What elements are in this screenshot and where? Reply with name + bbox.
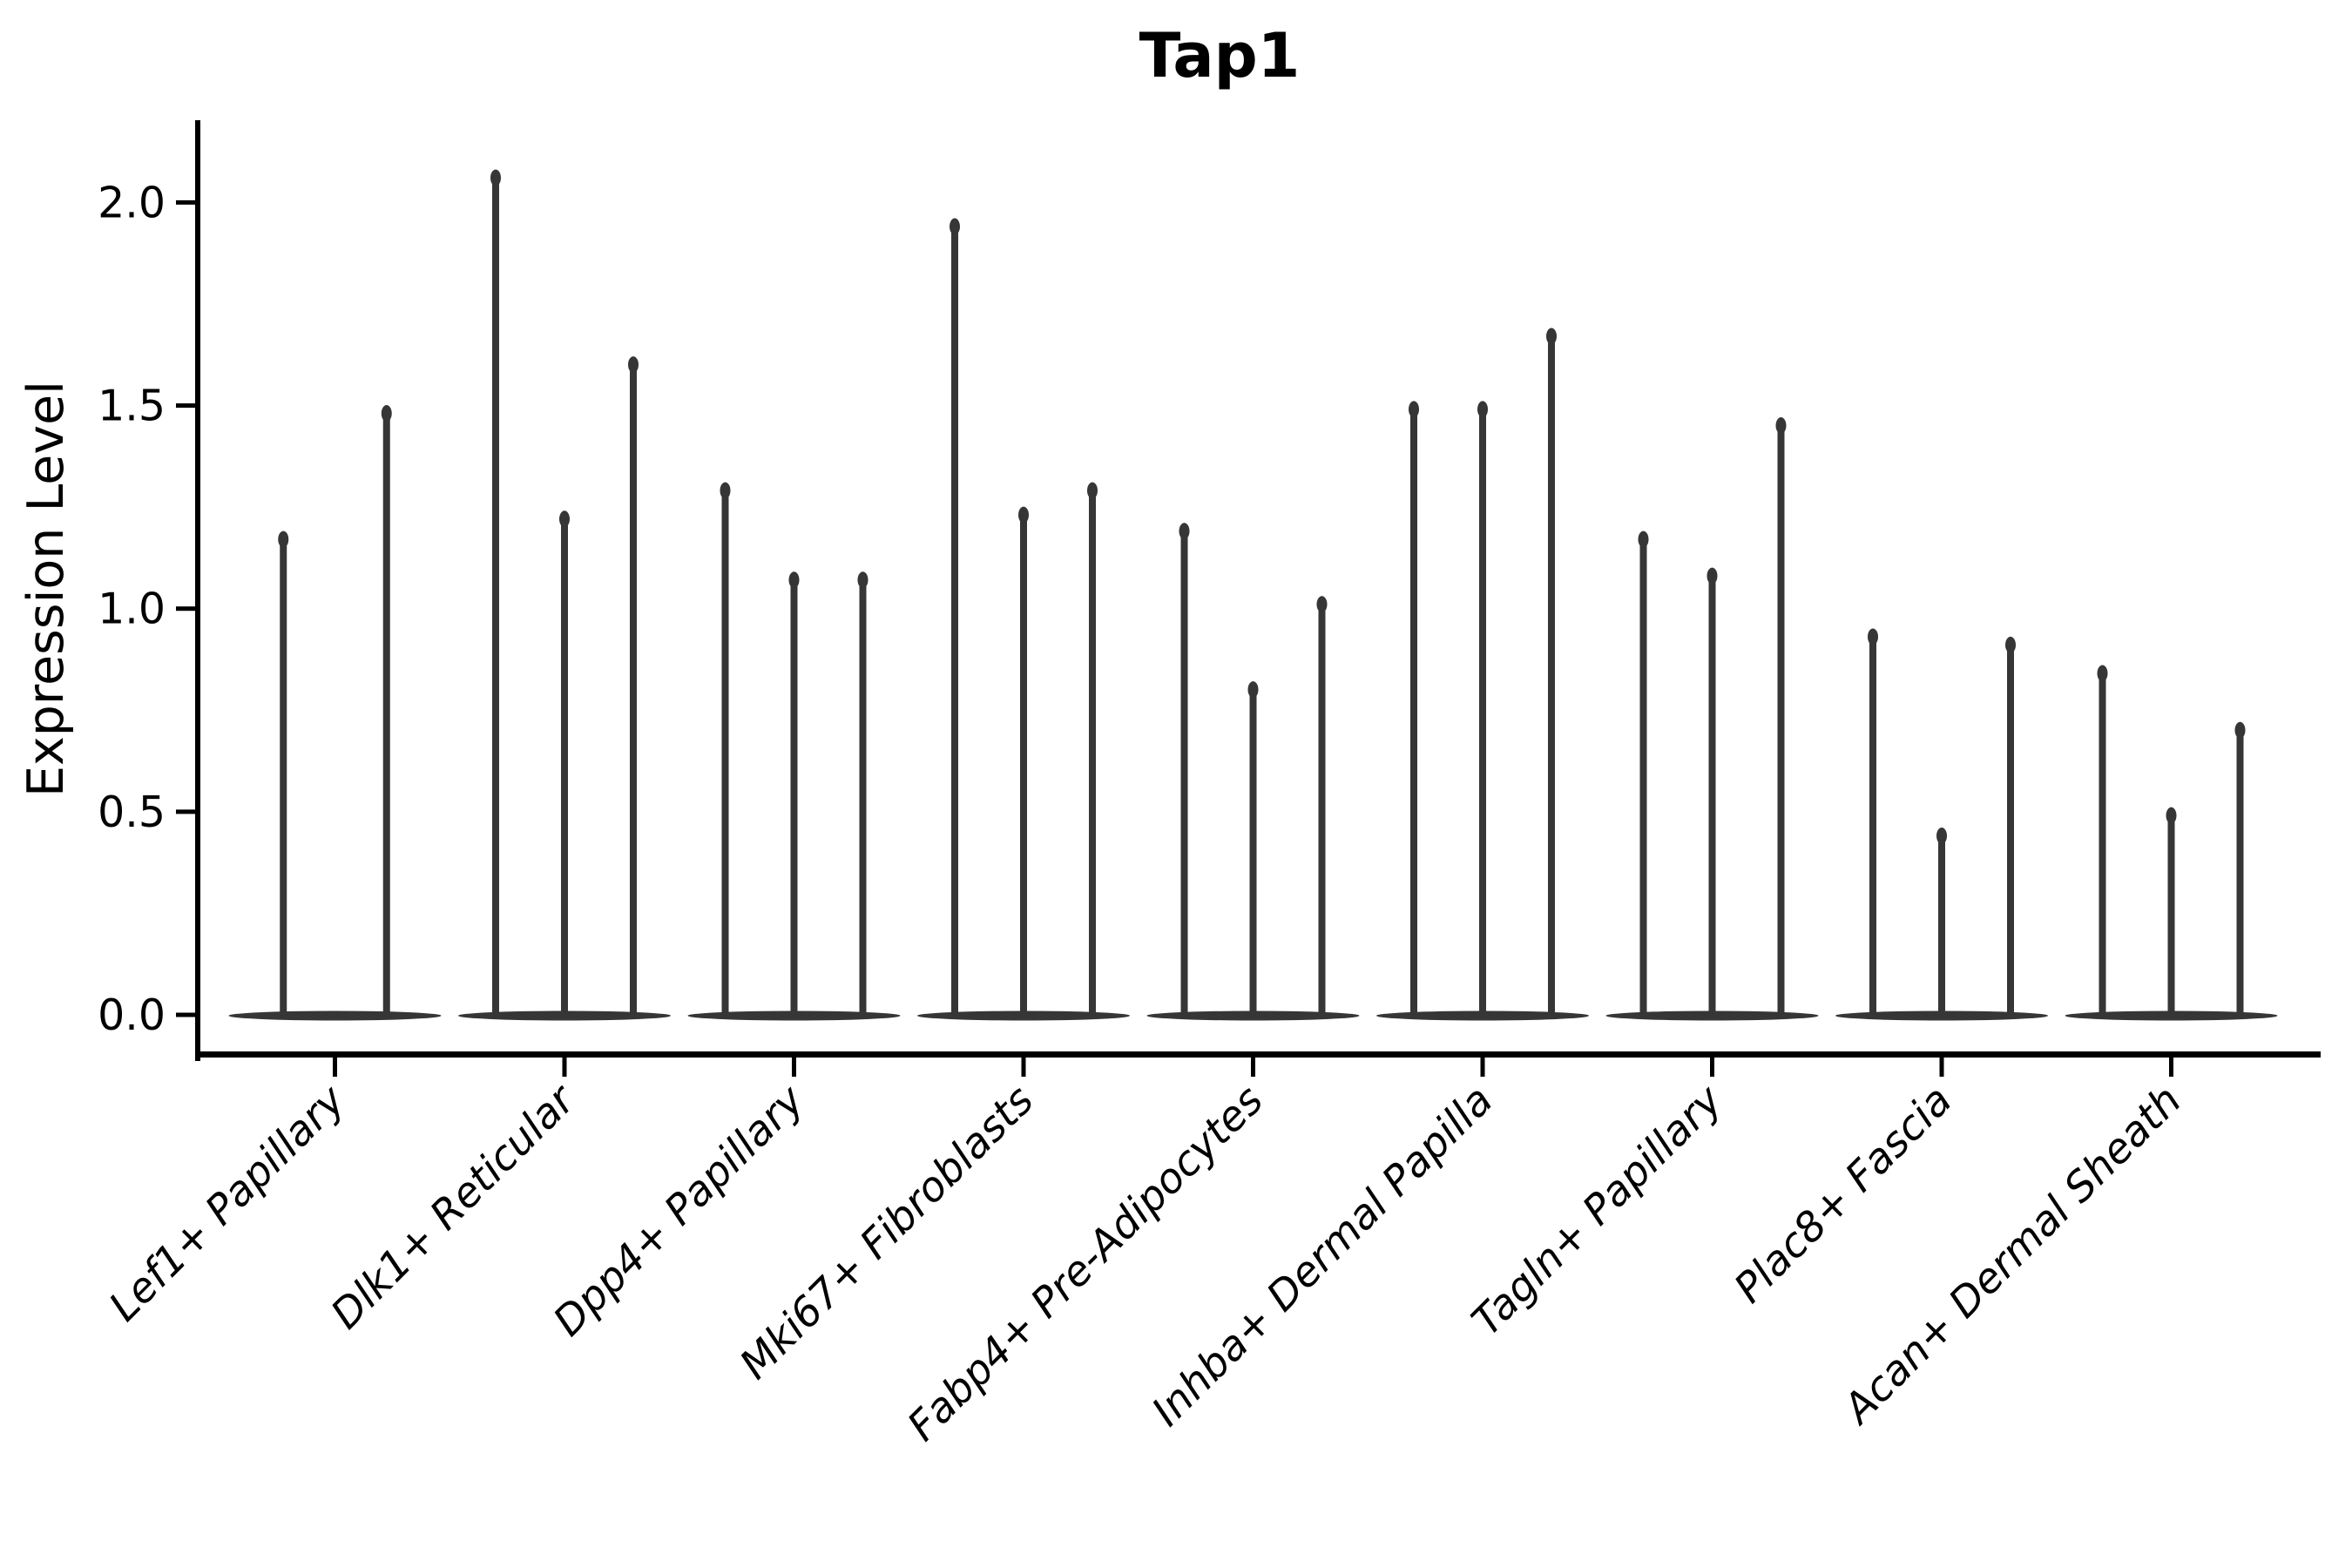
violin-group (1376, 328, 1589, 1021)
y-tick-label: 1.5 (98, 382, 166, 431)
x-tick (1939, 1058, 1944, 1077)
y-tick-label: 0.5 (98, 787, 166, 837)
violin-spike-tip (1477, 401, 1488, 418)
violin-group (917, 218, 1130, 1021)
violin-spike-tip (1546, 328, 1557, 345)
violin-spike-tip (1247, 681, 1259, 699)
x-tick (1251, 1058, 1255, 1077)
x-category-label: Tagln+ Papillary (1463, 1076, 1733, 1346)
violin-group (1146, 523, 1360, 1021)
violin-spike-tip (1936, 828, 1947, 845)
y-tick (176, 199, 195, 205)
violin-spike-tip (2166, 807, 2177, 824)
x-tick (1710, 1058, 1714, 1077)
y-axis-label: Expression Level (17, 381, 75, 797)
x-category-label: Plac8+ Fascia (1725, 1077, 1961, 1313)
x-category-label: Lef1+ Papillary (100, 1076, 355, 1331)
y-tick (176, 1012, 195, 1017)
x-tick (1021, 1058, 1026, 1077)
x-tick (2169, 1058, 2173, 1077)
violin-group (1835, 628, 2048, 1021)
violin-spike-tip (857, 571, 868, 589)
violin-spike-tip (1638, 531, 1649, 548)
violin-spike-tip (2005, 636, 2016, 653)
violin-group (458, 169, 671, 1021)
violin-group (2065, 665, 2278, 1021)
violin-spike-tip (1087, 482, 1098, 499)
violin-spike-tip (1018, 506, 1029, 524)
violin-spike-tip (381, 405, 392, 422)
violin-group (1605, 417, 1819, 1021)
y-tick-label: 2.0 (98, 178, 166, 227)
x-tick (792, 1058, 796, 1077)
violin-spike-tip (950, 218, 960, 235)
violin-spike-tip (2234, 721, 2246, 739)
violin-base (228, 1010, 442, 1021)
violin-spike-tip (788, 571, 800, 589)
x-tick (1480, 1058, 1485, 1077)
x-tick (562, 1058, 567, 1077)
violin-spike-tip (490, 169, 501, 186)
violin-group (228, 405, 442, 1021)
y-tick (176, 809, 195, 814)
violin-spike-tip (720, 482, 731, 499)
violin-spike-tip (2097, 665, 2108, 682)
y-tick-label: 1.0 (98, 585, 166, 634)
violin-spike-tip (278, 531, 289, 548)
y-tick (176, 403, 195, 409)
violin-spike-tip (1409, 401, 1419, 418)
violin-spike-tip (1868, 628, 1878, 645)
x-tick (333, 1058, 337, 1077)
x-category-label: Dpp4+ Papillary (544, 1076, 814, 1346)
violin-spike-tip (1775, 417, 1787, 435)
y-tick-label: 0.0 (98, 990, 166, 1040)
x-category-label: Dlk1+ Reticular (322, 1075, 586, 1339)
violin-spike-tip (628, 356, 639, 374)
violin-spike-tip (1707, 567, 1718, 585)
violin-spike-tip (1179, 523, 1190, 540)
violin-spike-tip (559, 510, 570, 528)
violin-spike-tip (1316, 596, 1328, 613)
y-axis-spine (195, 120, 200, 1061)
violin-group (687, 482, 901, 1021)
x-axis-spine (195, 1051, 2321, 1058)
y-tick (176, 606, 195, 612)
plot-title: Tap1 (1139, 20, 1301, 91)
